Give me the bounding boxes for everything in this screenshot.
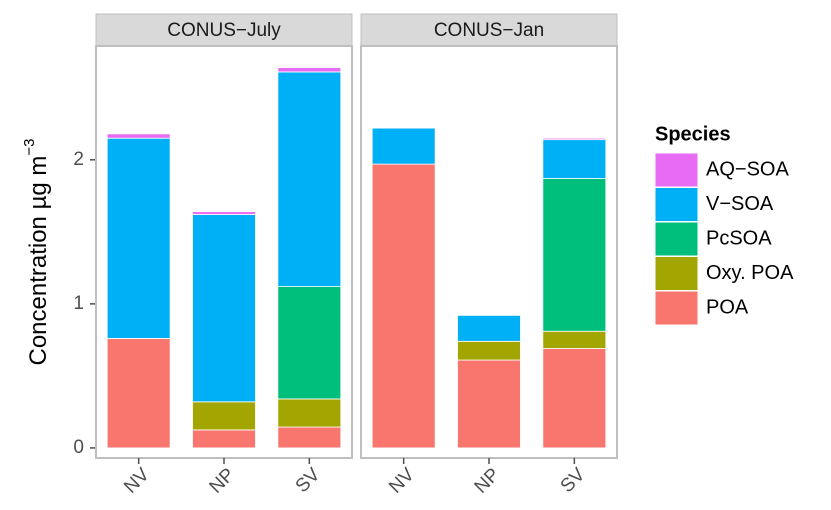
x-tick-label: NV (385, 464, 419, 498)
facet-title: CONUS−July (167, 20, 281, 41)
bar-segment (106, 137, 171, 339)
bar-segment (457, 359, 521, 449)
bar-segment (192, 214, 256, 403)
bar-segment (277, 67, 342, 73)
y-axis-label-sup: −3 (21, 138, 38, 155)
facet-title: CONUS−Jan (434, 20, 544, 41)
bar-segment (457, 340, 521, 361)
legend-label: POA (706, 296, 749, 318)
bar-segment (192, 211, 256, 215)
x-tick-label: SV (292, 464, 325, 497)
y-axis-label-main: Concentration µg m (25, 156, 52, 366)
y-tick-label: 0 (73, 437, 84, 458)
bar-segment (542, 330, 607, 349)
bar-segment (192, 429, 256, 449)
y-tick-label: 2 (73, 149, 84, 170)
legend-key (654, 187, 699, 222)
legend-key (654, 290, 699, 326)
legend-key (654, 256, 699, 291)
facet-strip (95, 13, 353, 47)
y-tick-label: 1 (73, 293, 84, 314)
bar-segment (277, 71, 342, 287)
facet-strip (360, 13, 618, 47)
bar-segment (542, 178, 607, 332)
bar-segment (542, 137, 607, 141)
bar-segment (457, 314, 521, 342)
legend-key (654, 152, 699, 188)
bar-segment (371, 127, 436, 165)
bar-segment (371, 163, 436, 449)
bar-segment (542, 139, 607, 179)
bar-segment (542, 348, 607, 449)
legend-label: AQ−SOA (706, 158, 789, 180)
y-axis-label: Concentration µg m−3 (21, 138, 52, 365)
bar-segment (277, 286, 342, 400)
legend-key (654, 221, 699, 257)
legend-label: Oxy. POA (706, 262, 794, 284)
bar-segment (277, 426, 342, 449)
legend-label: PcSOA (706, 227, 772, 249)
legend-label: V−SOA (706, 193, 774, 215)
bar-segment (192, 401, 256, 431)
bar-segment (106, 133, 171, 139)
x-tick-label: NP (206, 464, 240, 498)
bar-segment (277, 398, 342, 428)
bar-segment (106, 338, 171, 449)
legend-title: Species (655, 123, 731, 145)
x-tick-label: SV (557, 464, 590, 497)
x-tick-label: NP (471, 464, 505, 498)
x-tick-label: NV (120, 464, 154, 498)
